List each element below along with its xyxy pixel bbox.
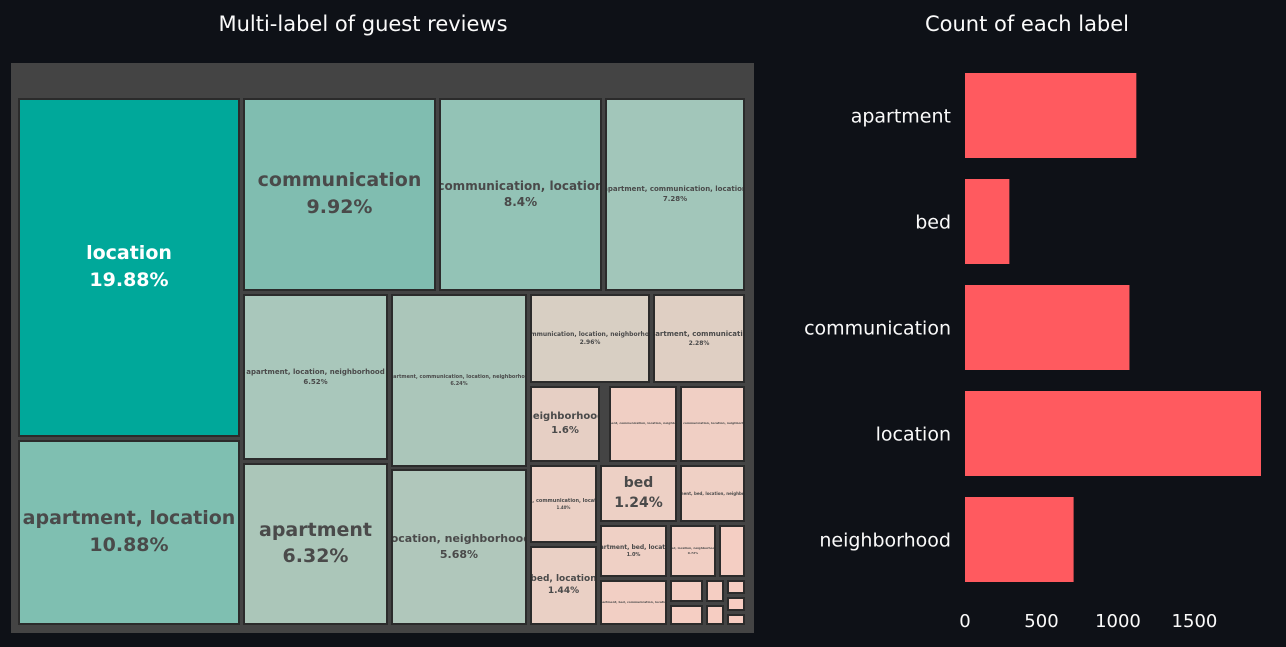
treemap-tile[interactable] bbox=[706, 580, 724, 602]
treemap-tile[interactable]: apartment, communication, location, neig… bbox=[391, 294, 527, 467]
treemap-tile-label: location bbox=[86, 242, 172, 265]
treemap-tile-label: bed, location, neighborhood bbox=[670, 545, 716, 550]
treemap-tile-label: apartment, communication, location, neig… bbox=[609, 421, 677, 426]
bar-chart: apartment bed communication location neighbo… bbox=[804, 73, 1261, 632]
treemap-tile-percent: 1.44% bbox=[547, 586, 580, 597]
x-tick-label: 1000 bbox=[1095, 611, 1141, 632]
treemap-tile[interactable] bbox=[719, 525, 745, 577]
treemap-tile-label: apartment, location bbox=[22, 507, 236, 530]
treemap-chart: location 19.88% apartment, location 10.88% c… bbox=[11, 63, 754, 633]
treemap-tile[interactable]: apartment, bed, communication, location bbox=[600, 580, 667, 625]
treemap-tile-percent: 0.72% bbox=[687, 550, 699, 555]
treemap-tile-label: bed, communication, location bbox=[532, 497, 597, 504]
treemap-tile[interactable]: neighborhood 1.6% bbox=[530, 386, 600, 462]
bar-location[interactable] bbox=[965, 391, 1261, 476]
treemap-tile-label: bed, location bbox=[530, 573, 597, 584]
treemap-tile-percent: 10.88% bbox=[89, 533, 169, 556]
bar-neighborhood[interactable] bbox=[965, 497, 1074, 582]
treemap-tile-label: communication, location, neighborhood bbox=[530, 330, 649, 338]
treemap-tile[interactable]: communication, location, neighborhood2.9… bbox=[530, 294, 650, 383]
bar-communication[interactable] bbox=[965, 285, 1130, 370]
treemap-tile-label: apartment, communication bbox=[655, 329, 743, 338]
treemap-title: Multi-label of guest reviews bbox=[218, 12, 508, 36]
bar-chart-title: Count of each label bbox=[924, 12, 1130, 36]
treemap-tile-percent: 6.24% bbox=[450, 381, 468, 387]
bar-category-label: bed bbox=[915, 212, 951, 234]
treemap-tile[interactable]: communication, location 8.4% bbox=[439, 98, 602, 291]
treemap-tile-percent: 1.6% bbox=[551, 424, 579, 436]
treemap-tile-label: communication bbox=[257, 169, 422, 192]
treemap-tile-percent: 9.92% bbox=[306, 195, 373, 218]
treemap-tile[interactable] bbox=[706, 605, 724, 625]
treemap-tile[interactable]: apartment, communication2.28% bbox=[653, 294, 745, 383]
x-tick-label: 1500 bbox=[1172, 611, 1218, 632]
treemap-tile[interactable]: apartment 6.32% bbox=[243, 463, 388, 625]
bar-category-label: communication bbox=[804, 318, 951, 340]
treemap-tile-percent: 1.0% bbox=[626, 552, 641, 559]
x-tick-label: 0 bbox=[959, 611, 970, 632]
treemap-tile-label: bed bbox=[623, 474, 654, 491]
treemap-tile[interactable]: location 19.88% bbox=[18, 98, 240, 437]
treemap-tile-percent: 2.96% bbox=[579, 339, 601, 346]
treemap-area: location 19.88% apartment, location 10.88% c… bbox=[11, 63, 754, 633]
treemap-tile[interactable]: apartment, communication, location 7.28% bbox=[605, 98, 745, 291]
treemap-tile-label: bed, communication, location, neighborho… bbox=[680, 421, 745, 426]
treemap-tile-label: apartment, communication, location bbox=[605, 185, 745, 194]
treemap-tile[interactable]: apartment, communication, location, neig… bbox=[609, 386, 677, 462]
treemap-tile-percent: 5.68% bbox=[439, 547, 479, 561]
bar-category-label: neighborhood bbox=[819, 530, 951, 552]
treemap-tile[interactable]: apartment, location 10.88% bbox=[18, 440, 240, 625]
treemap-tile-percent: 1.24% bbox=[614, 494, 663, 511]
treemap-tile[interactable]: bed 1.24% bbox=[600, 465, 677, 522]
treemap-tile-percent: 1.40% bbox=[556, 505, 571, 511]
treemap-tile-percent: 6.32% bbox=[282, 545, 349, 568]
treemap-tile-label: apartment, bed, location, neighborhood bbox=[680, 491, 745, 496]
treemap-tile-label: apartment, location, neighborhood bbox=[246, 367, 385, 376]
treemap-tile-percent: 7.28% bbox=[662, 195, 688, 204]
bar-category-label: apartment bbox=[851, 106, 951, 128]
treemap-tile-percent: 19.88% bbox=[89, 268, 169, 291]
treemap-tile[interactable] bbox=[727, 597, 745, 611]
treemap-tile[interactable] bbox=[670, 580, 703, 602]
treemap-tile-percent: 2.28% bbox=[688, 339, 710, 347]
treemap-tile-percent: 8.4% bbox=[503, 195, 538, 210]
treemap-tile[interactable]: bed, communication, location, neighborho… bbox=[680, 386, 745, 462]
treemap-tile[interactable] bbox=[727, 614, 745, 625]
treemap-tile[interactable]: bed, location 1.44% bbox=[530, 546, 597, 625]
treemap-tile-label: communication, location bbox=[439, 178, 602, 193]
treemap-tile[interactable]: apartment, bed, location, neighborhood bbox=[680, 465, 745, 522]
treemap-tile[interactable]: bed, location, neighborhood 0.72% bbox=[670, 525, 716, 577]
treemap-tile[interactable] bbox=[727, 580, 745, 594]
x-tick-label: 500 bbox=[1024, 611, 1058, 632]
treemap-tile-percent: 6.52% bbox=[303, 377, 328, 386]
treemap-tile-label: apartment, communication, location, neig… bbox=[391, 373, 527, 380]
treemap-tile-label: apartment, bed, communication, location bbox=[600, 599, 667, 604]
bar-category-label: location bbox=[876, 424, 951, 446]
treemap-tile-label: neighborhood bbox=[532, 410, 598, 422]
bar-bed[interactable] bbox=[965, 179, 1010, 264]
treemap-tile-label: apartment bbox=[259, 518, 372, 541]
bar-apartment[interactable] bbox=[965, 73, 1137, 158]
treemap-tile-label: apartment, bed, location bbox=[600, 543, 667, 551]
treemap-tile[interactable]: communication 9.92% bbox=[243, 98, 436, 291]
treemap-tile[interactable] bbox=[670, 605, 703, 625]
treemap-tile[interactable]: apartment, location, neighborhood 6.52% bbox=[243, 294, 388, 460]
treemap-tile-label: location, neighborhood bbox=[391, 532, 527, 546]
treemap-tile[interactable]: location, neighborhood 5.68% bbox=[391, 469, 527, 625]
